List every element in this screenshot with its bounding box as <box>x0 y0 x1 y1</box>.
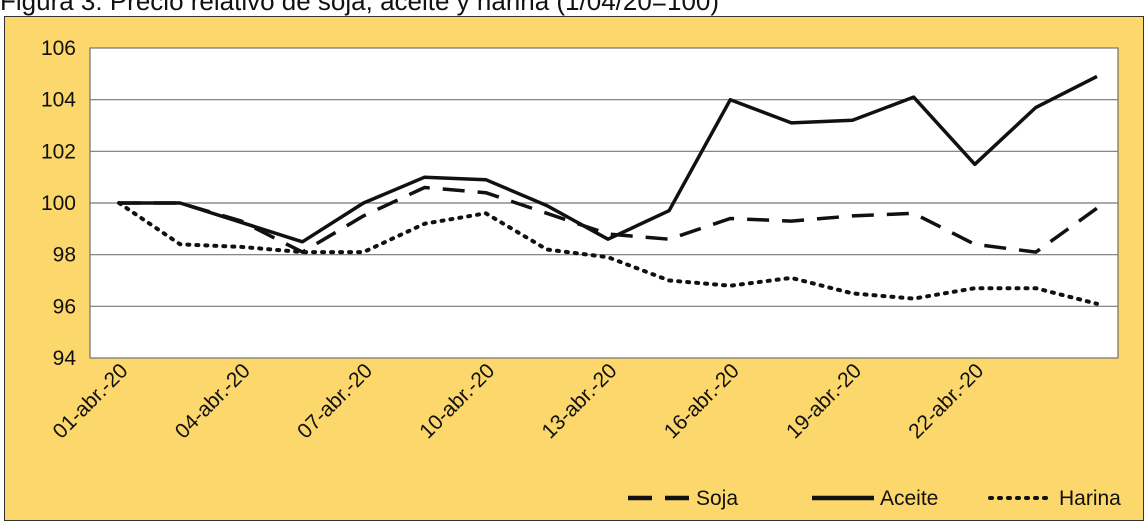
y-tick-label: 96 <box>53 295 76 318</box>
y-tick-label: 98 <box>53 244 76 267</box>
y-tick-label: 106 <box>41 37 76 60</box>
x-tick-label: 10-abr.-20 <box>415 359 499 443</box>
x-tick-label: 22-abr.-20 <box>904 359 988 443</box>
x-tick-label: 01-abr.-20 <box>49 359 133 443</box>
y-tick-label: 100 <box>41 192 76 215</box>
legend-label-aceite: Aceite <box>880 487 938 510</box>
x-tick-label: 13-abr.-20 <box>538 359 622 443</box>
x-tick-label: 07-abr.-20 <box>293 359 377 443</box>
y-tick-label: 104 <box>41 89 76 112</box>
x-tick-label: 19-abr.-20 <box>782 359 866 443</box>
series-line-aceite <box>119 74 1098 244</box>
x-tick-label: 16-abr.-20 <box>660 359 744 443</box>
y-tick-label: 94 <box>53 347 77 370</box>
series-line-soja <box>119 185 1099 254</box>
x-tick-label: 04-abr.-20 <box>171 359 255 443</box>
chart-caption: Figura 3: Precio relativo de soja, aceit… <box>0 0 720 16</box>
y-tick-label: 102 <box>41 140 76 163</box>
legend-label-soja: Soja <box>696 487 738 510</box>
legend-label-harina: Harina <box>1059 487 1121 510</box>
